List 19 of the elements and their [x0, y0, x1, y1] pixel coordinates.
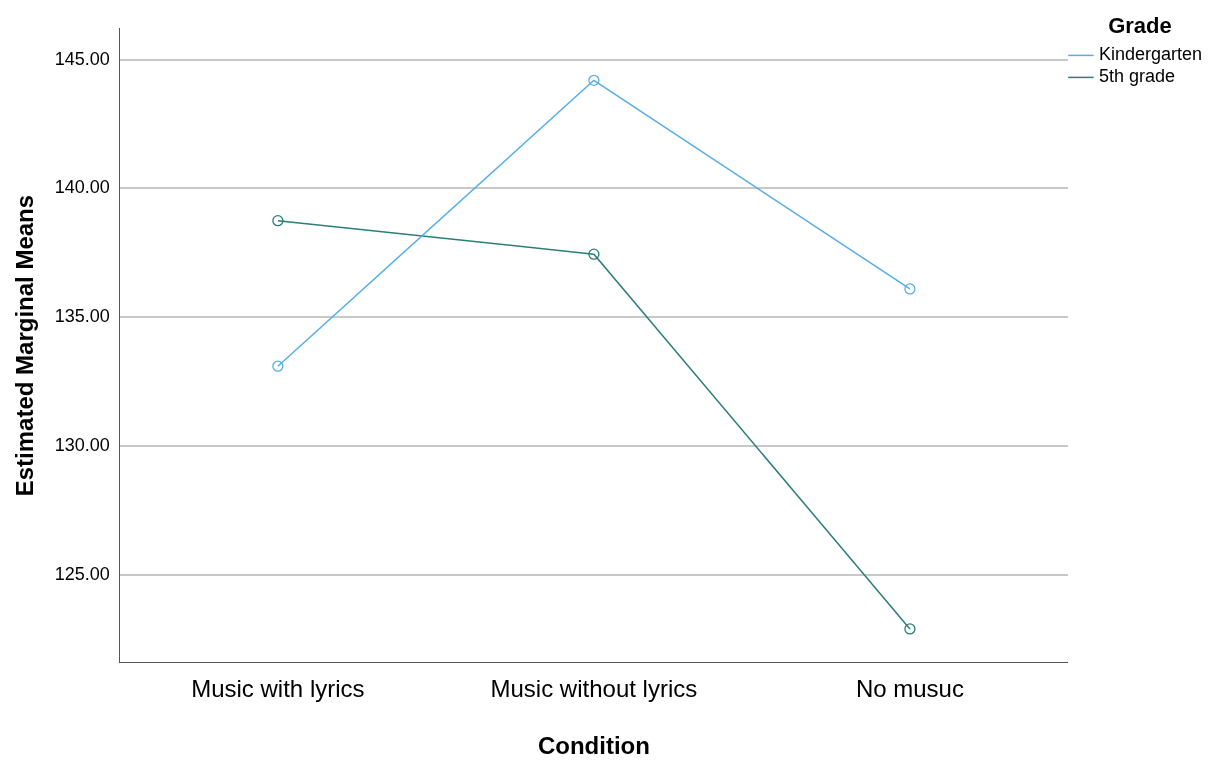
x-tick-label: No musuc [855, 675, 964, 703]
x-tick-label: Music with lyrics [191, 675, 365, 703]
point [904, 283, 916, 295]
point [588, 74, 600, 86]
y-tick-label: 135.00 [54, 306, 110, 327]
x-tick-label: Music without lyrics [490, 675, 698, 703]
legend-title: Grade [1108, 13, 1172, 39]
point [904, 623, 916, 635]
y-tick-label: 145.00 [54, 48, 110, 69]
y-tick-label: 140.00 [54, 177, 110, 198]
point [272, 215, 284, 227]
legend-label: Kindergarten [1098, 44, 1203, 65]
y-tick-label: 130.00 [54, 435, 110, 456]
point [272, 360, 284, 372]
point [588, 248, 600, 260]
y-axis-title: Estimated Marginal Means [11, 194, 39, 497]
x-axis-title: Condition [537, 732, 650, 760]
y-tick-label: 125.00 [54, 563, 110, 584]
legend-label: 5th grade [1098, 66, 1175, 87]
